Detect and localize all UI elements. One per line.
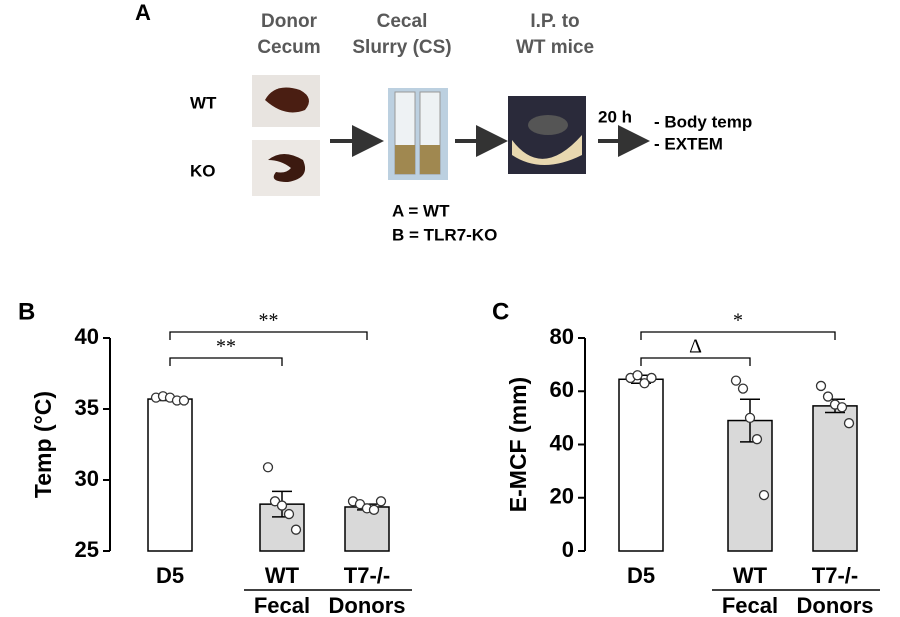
significance-label: ** (259, 310, 279, 332)
y-tick-label: 30 (75, 466, 99, 491)
row-label: WT (190, 93, 217, 112)
tubes-photo (388, 88, 448, 180)
tube-key: A = WT (392, 201, 450, 220)
significance-bracket (640, 331, 836, 340)
data-point (751, 434, 763, 445)
significance-bracket (169, 357, 283, 366)
group-label: Fecal (254, 593, 310, 617)
panel-letter: C (492, 298, 509, 325)
data-point (836, 402, 848, 413)
step-title: WT mice (516, 37, 594, 58)
data-point (178, 395, 190, 406)
group-label: Donors (329, 593, 406, 617)
row-label: KO (190, 161, 216, 180)
data-point (632, 370, 643, 381)
bar (344, 506, 390, 552)
y-tick-label: 25 (75, 537, 99, 562)
x-tick-label: D5 (156, 563, 184, 588)
x-tick-label: T7-/- (812, 563, 858, 588)
step-title: Donor (261, 11, 318, 32)
data-point (262, 462, 274, 473)
data-point (843, 418, 855, 429)
data-point (737, 383, 749, 394)
data-point (758, 489, 770, 501)
data-point (283, 508, 295, 520)
data-point (368, 504, 380, 515)
y-tick-label: 80 (550, 324, 574, 349)
significance-bracket (640, 357, 751, 366)
x-tick-label: WT (265, 563, 300, 588)
x-tick-label: T7-/- (344, 563, 390, 588)
y-tick-label: 40 (550, 430, 574, 455)
y-tick-label: 40 (75, 324, 99, 349)
data-point (290, 524, 302, 535)
group-label: Fecal (722, 593, 778, 617)
cecum-photo (252, 75, 320, 127)
significance-label: Δ (689, 336, 702, 358)
step-title: I.P. to (530, 11, 579, 32)
significance-bracket (169, 331, 368, 340)
bar (147, 398, 193, 552)
panel-letter: B (18, 298, 35, 325)
y-tick-label: 20 (550, 484, 574, 509)
tube-key: B = TLR7-KO (392, 225, 497, 244)
significance-label: ** (216, 336, 236, 358)
y-axis-label: E-MCF (mm) (505, 377, 531, 512)
step-title: Cecal (377, 11, 428, 32)
panel-letter: A (135, 0, 151, 25)
outcome: - EXTEM (654, 134, 723, 153)
y-tick-label: 60 (550, 377, 574, 402)
mouse-photo (508, 96, 586, 174)
step-title: Cecum (257, 37, 320, 58)
y-tick-label: 0 (562, 537, 574, 562)
data-point (375, 496, 387, 507)
x-tick-label: D5 (627, 563, 655, 588)
group-label: Donors (797, 593, 874, 617)
cecum-photo (252, 140, 320, 196)
data-point (730, 375, 742, 386)
step-title: Slurry (CS) (352, 37, 451, 58)
y-tick-label: 35 (75, 395, 99, 420)
y-axis-label: Temp (°C) (30, 391, 56, 498)
significance-label: * (733, 310, 743, 332)
bar (618, 378, 664, 552)
outcome: - Body temp (654, 112, 752, 131)
data-point (822, 391, 834, 402)
data-point (276, 500, 288, 511)
time-label: 20 h (598, 107, 632, 126)
data-point (646, 372, 657, 384)
data-point (744, 412, 756, 424)
data-point (815, 380, 827, 392)
x-tick-label: WT (733, 563, 768, 588)
data-point (639, 378, 650, 389)
